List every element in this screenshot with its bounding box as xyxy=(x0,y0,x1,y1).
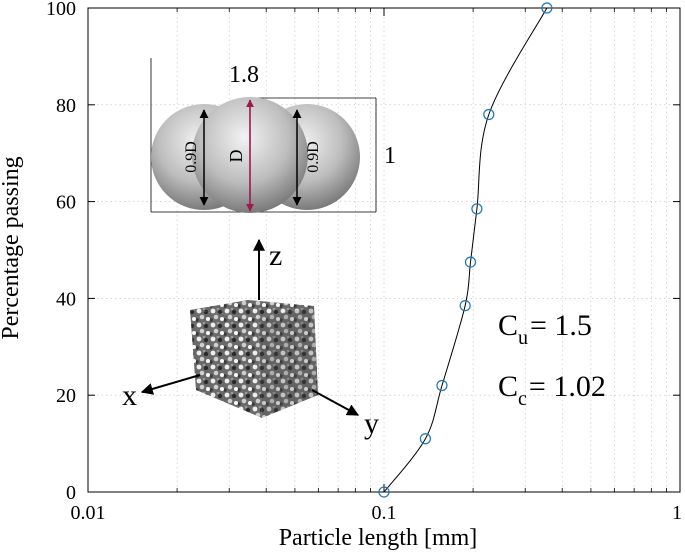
right-diameter-label: 0.9D xyxy=(305,141,322,173)
data-point xyxy=(541,2,553,14)
y-tick-label: 40 xyxy=(56,288,76,310)
y-tick-label: 20 xyxy=(56,385,76,407)
data-point xyxy=(483,108,495,121)
data-point xyxy=(378,486,390,498)
grading-curve xyxy=(383,7,548,493)
y-axis-arrow xyxy=(311,389,360,416)
data-point xyxy=(471,203,483,215)
data-point xyxy=(459,300,471,312)
cube-right-face xyxy=(258,306,318,418)
y-tick-label: 0 xyxy=(66,482,76,504)
data-point xyxy=(419,433,432,445)
y-tick-label: 60 xyxy=(56,192,76,214)
data-point xyxy=(436,379,448,392)
sample-cube-inset: z x y xyxy=(122,238,379,440)
x-axis-label: x xyxy=(122,379,137,412)
grid xyxy=(87,7,680,493)
x-tick-label: 0.1 xyxy=(372,502,397,524)
length-label: 1.8 xyxy=(229,62,259,88)
data-markers xyxy=(378,2,553,498)
cube-top-face xyxy=(190,300,314,318)
left-diameter-label: 0.9D xyxy=(183,141,200,173)
z-axis-label: z xyxy=(269,239,282,272)
cu-annotation: Cu= 1.5 xyxy=(498,309,592,349)
x-tick-label: 0.01 xyxy=(71,502,106,524)
y-axis-label: y xyxy=(364,407,379,440)
data-point xyxy=(464,256,477,268)
particle-shape-inset: 1.8 1 D 0.9D 0.9D xyxy=(150,58,396,213)
y-axis-title: Percentage passing xyxy=(0,156,24,339)
y-tick-label: 100 xyxy=(46,0,76,20)
x-axis-arrow xyxy=(140,374,201,395)
width-label: 1 xyxy=(384,143,396,169)
y-tick-label: 80 xyxy=(56,95,76,117)
cc-annotation: Cc= 1.02 xyxy=(498,370,606,410)
axis-ticks: 0 20 40 60 80 100 0.01 0.1 1 xyxy=(46,0,682,524)
x-tick-label: 1 xyxy=(672,502,682,524)
cube-left-face xyxy=(190,310,262,418)
x-axis-title: Particle length [mm] xyxy=(279,525,478,551)
center-diameter-label: D xyxy=(226,150,246,163)
cube-right-face-shade xyxy=(258,306,318,418)
